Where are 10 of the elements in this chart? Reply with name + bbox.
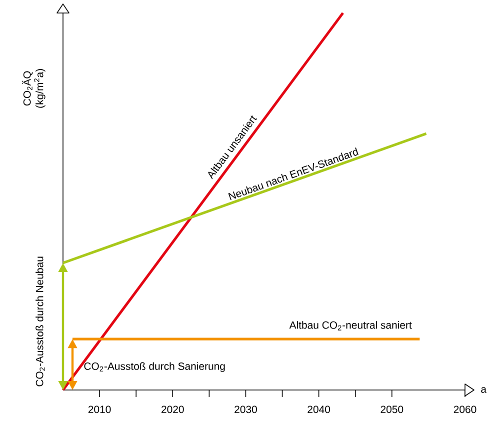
x-tick-label: 2010 (88, 406, 111, 414)
x-tick-label: 2060 (454, 406, 476, 414)
x-axis-title: a (481, 387, 486, 393)
x-tick-label: 2020 (162, 406, 184, 414)
text: CO$_{2}$-Ausstoß durch Neubau (36, 256, 45, 386)
x-tick-label: 2050 (380, 406, 404, 414)
series-label: Altbau CO$_{2}$-neutral saniert (289, 321, 412, 330)
annotation: CO$_{2}$-Ausstoß durch Sanierung (84, 362, 225, 372)
x-tick-label: 2030 (234, 406, 257, 414)
x-tick-label: 2040 (308, 406, 330, 414)
